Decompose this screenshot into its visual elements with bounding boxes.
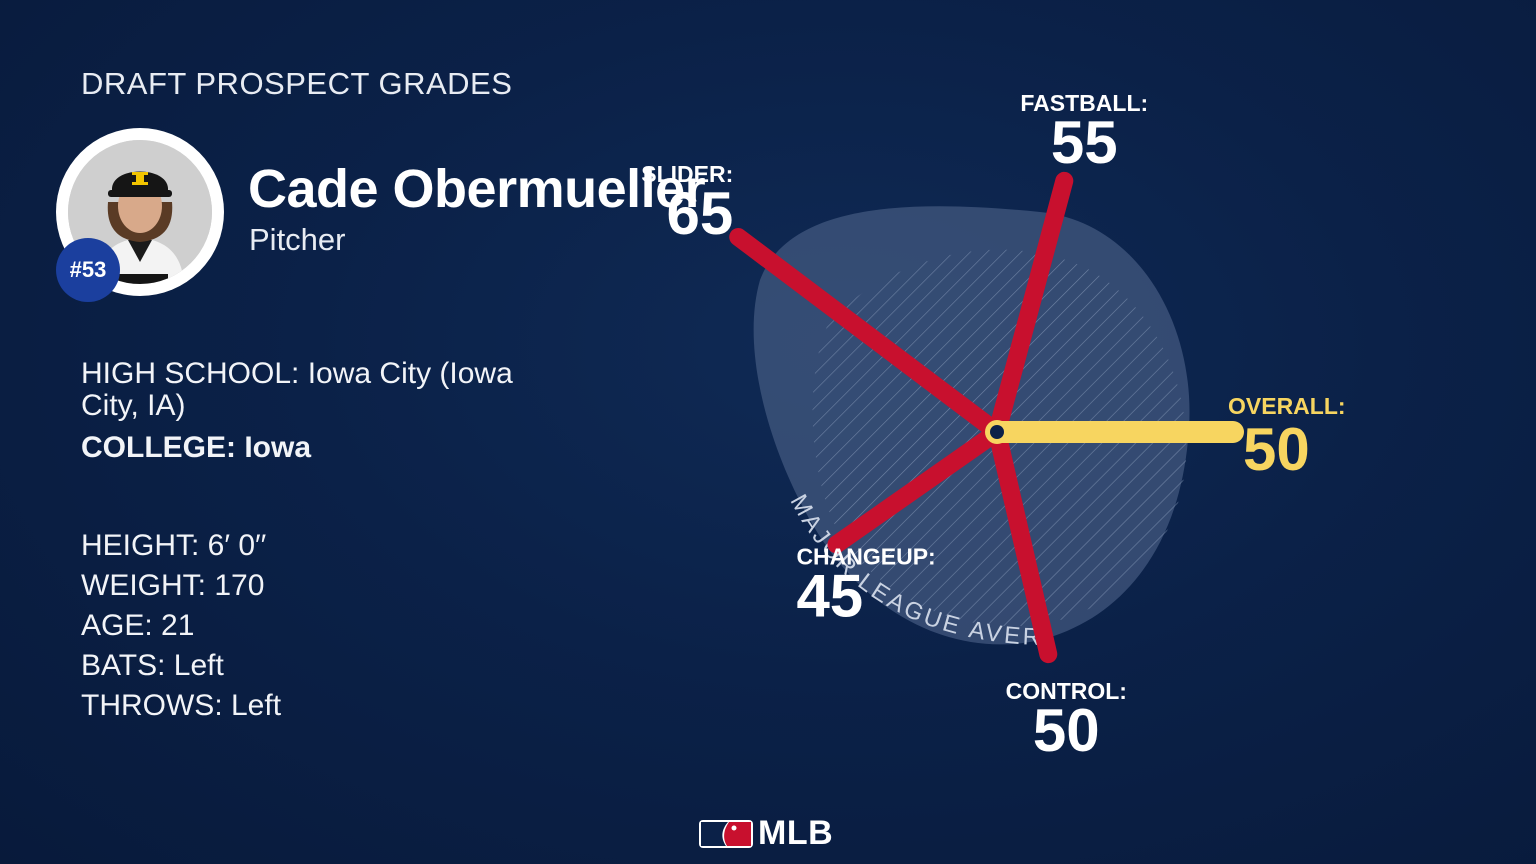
control-label: CONTROL:: [1006, 678, 1127, 704]
changeup-label: CHANGEUP:: [796, 543, 935, 569]
overall-label: OVERALL:: [1228, 393, 1346, 419]
age-stat: AGE: 21: [81, 609, 195, 642]
mlb-logo: MLB: [698, 814, 833, 853]
college-value: Iowa: [244, 431, 312, 464]
logo-text: MLB: [758, 814, 834, 852]
bats-stat: BATS: Left: [81, 649, 224, 682]
college-label: COLLEGE:: [81, 431, 236, 464]
college-row: COLLEGE: Iowa: [81, 432, 561, 464]
slider-value: 65: [666, 180, 733, 247]
control-bar: [988, 423, 1058, 664]
fastball-label: FASTBALL:: [1020, 90, 1148, 116]
overall-value: 50: [1243, 416, 1310, 483]
jersey-number-badge: #53: [56, 238, 120, 302]
mlb-logo-icon: [699, 819, 753, 848]
player-position: Pitcher: [249, 222, 346, 257]
changeup-value: 45: [796, 562, 863, 629]
fastball-value: 55: [1051, 109, 1118, 176]
high-school-row: HIGH SCHOOL: Iowa City (Iowa City, IA): [81, 358, 561, 422]
player-name: Cade Obermueller: [248, 159, 706, 219]
slider-label: SLIDER:: [641, 161, 733, 187]
throws-stat: THROWS: Left: [81, 689, 282, 722]
height-stat: HEIGHT: 6′ 0′′: [81, 529, 267, 562]
slider-bar: [729, 228, 1006, 441]
chart-center-dot: [990, 425, 1004, 439]
weight-stat: WEIGHT: 170: [81, 569, 265, 602]
page-title: DRAFT PROSPECT GRADES: [81, 66, 513, 101]
control-value: 50: [1033, 697, 1100, 764]
changeup-bar: [827, 423, 1006, 554]
high-school-label: HIGH SCHOOL:: [81, 357, 300, 390]
fastball-bar: [988, 171, 1074, 441]
high-school-value: Iowa City (Iowa City, IA): [81, 357, 513, 422]
school-info: HIGH SCHOOL: Iowa City (Iowa City, IA) C…: [81, 358, 561, 474]
physical-stats: HEIGHT: 6′ 0′′ WEIGHT: 170 AGE: 21 BATS:…: [81, 526, 281, 726]
